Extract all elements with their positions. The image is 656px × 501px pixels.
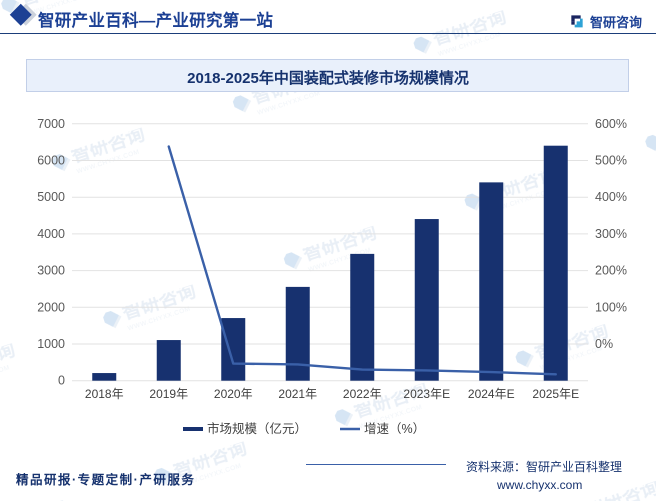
svg-text:6000: 6000 — [37, 154, 65, 168]
svg-text:2024年E: 2024年E — [468, 387, 515, 401]
svg-text:100%: 100% — [595, 300, 627, 314]
svg-text:5000: 5000 — [37, 190, 65, 204]
svg-text:200%: 200% — [595, 264, 627, 278]
svg-text:1000: 1000 — [37, 337, 65, 351]
svg-text:2021年: 2021年 — [278, 387, 317, 401]
svg-text:300%: 300% — [595, 227, 627, 241]
svg-text:市场规模（亿元）: 市场规模（亿元） — [207, 421, 307, 436]
svg-text:增速（%）: 增速（%） — [364, 421, 425, 436]
svg-text:400%: 400% — [595, 190, 627, 204]
svg-text:7000: 7000 — [37, 117, 65, 131]
svg-text:2022年: 2022年 — [343, 387, 382, 401]
svg-text:0%: 0% — [595, 337, 613, 351]
svg-text:2018年: 2018年 — [85, 387, 124, 401]
svg-text:0: 0 — [58, 374, 65, 388]
svg-text:2020年: 2020年 — [214, 387, 253, 401]
svg-text:2019年: 2019年 — [149, 387, 188, 401]
svg-text:2025年E: 2025年E — [532, 387, 579, 401]
svg-text:2000: 2000 — [37, 300, 65, 314]
svg-text:2023年E: 2023年E — [403, 387, 450, 401]
svg-text:500%: 500% — [595, 154, 627, 168]
svg-text:4000: 4000 — [37, 227, 65, 241]
svg-text:600%: 600% — [595, 117, 627, 131]
svg-text:3000: 3000 — [37, 264, 65, 278]
